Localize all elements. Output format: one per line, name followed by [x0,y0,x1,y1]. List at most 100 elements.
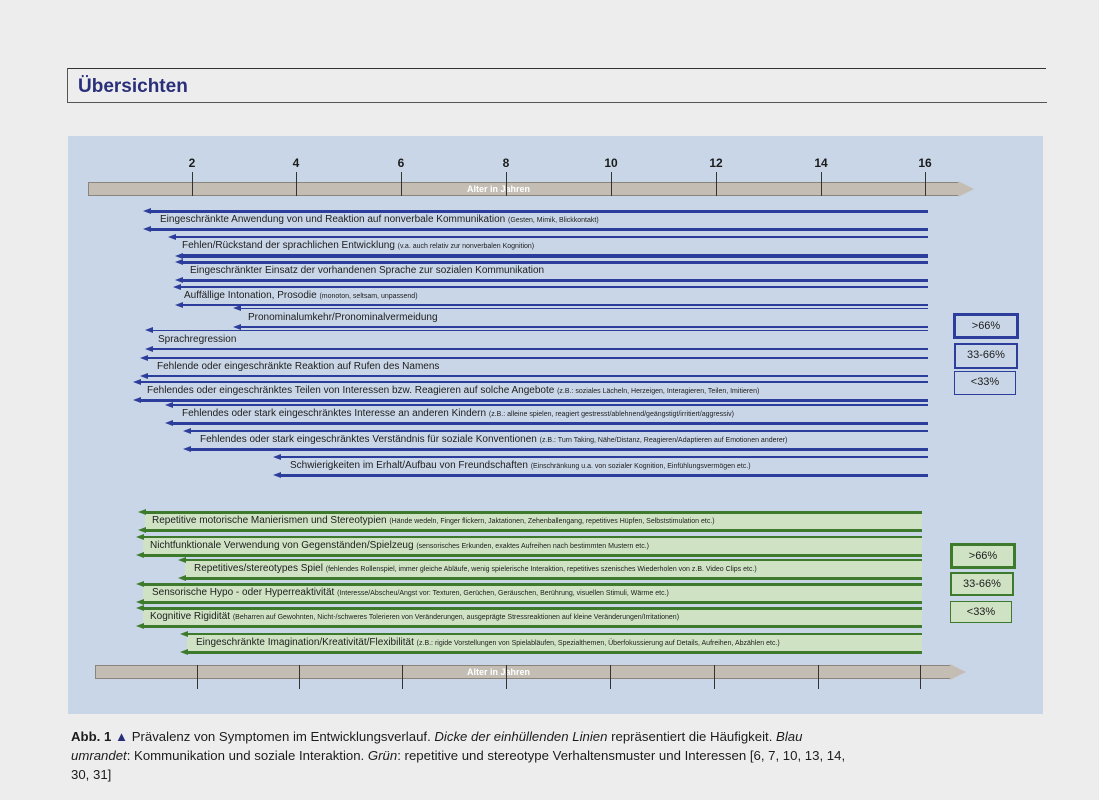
prevalence-line [145,511,922,514]
prevalence-arrowhead [136,581,144,587]
symptom-label: Schwierigkeiten im Erhalt/Aufbau von Fre… [290,460,751,473]
tick-mark [714,665,715,689]
tick-mark [506,665,507,689]
symptom-name: Fehlendes oder stark eingeschränktes Ver… [200,434,537,445]
prevalence-arrowhead [273,453,281,460]
symptom-note: (monoton, seltsam, unpassend) [319,293,418,300]
tick-mark [821,172,822,196]
symptom-note: (Interesse/Abscheu/Angst vor: Texturen, … [337,590,669,597]
prevalence-arrowhead [165,401,173,408]
tick-label: 16 [918,156,932,170]
legend-green-mid: 33-66% [950,572,1014,596]
prevalence-arrowhead [140,372,148,379]
tick-label: 6 [397,156,405,170]
prevalence-arrowhead [233,323,241,330]
prevalence-line [185,577,922,580]
symptom-note: (Beharren auf Gewohnten, Nicht-/schweres… [232,614,680,621]
prevalence-line [182,261,928,264]
figure-caption: Abb. 1 ▲ Prävalenz von Symptomen im Entw… [71,727,861,784]
symptom-note: (z.B.: rigide Vorstellungen von Spielabl… [416,640,780,647]
green-row-fill [145,512,922,530]
symptom-name: Sensorische Hypo - oder Hyperreaktivität [152,587,335,598]
prevalence-arrowhead [175,259,183,265]
symptom-note: (fehlendes Rollenspiel, immer gleiche Ab… [325,566,757,573]
tick-mark [610,665,611,689]
symptom-note: (v.a. auch relativ zur nonverbalen Kogni… [397,243,535,250]
tick-mark [299,665,300,689]
prevalence-arrowhead [178,556,186,563]
prevalence-arrowhead [175,301,183,308]
prevalence-line [143,583,922,586]
symptom-label: Kognitive Rigidität (Beharren auf Gewohn… [150,611,679,624]
symptom-note: (sensorisches Erkunden, exaktes Aufreihe… [416,543,649,550]
tick-mark [402,665,403,689]
symptom-label: Auffällige Intonation, Prosodie (monoton… [184,290,418,303]
prevalence-line [143,536,922,538]
prevalence-line [175,236,928,238]
symptom-name: Pronominalumkehr/Pronominalvermeidung [248,312,438,323]
symptom-label: Repetitive motorische Manierismen und St… [152,515,715,528]
symptom-name: Fehlende oder eingeschränkte Reaktion au… [157,361,440,372]
prevalence-arrowhead [136,552,144,558]
symptom-name: Nichtfunktionale Verwendung von Gegenstä… [150,540,414,551]
prevalence-line [152,348,928,350]
prevalence-arrowhead [138,527,146,533]
tick-mark [920,665,921,689]
prevalence-arrowhead [140,354,148,361]
symptom-label: Eingeschränkte Imagination/Kreativität/F… [196,637,780,650]
green-row-fill [143,608,922,626]
prevalence-arrowhead [168,233,176,240]
legend-green-low: <33% [950,601,1012,623]
prevalence-line [185,559,922,561]
prevalence-line [150,210,928,213]
prevalence-arrowhead [180,649,188,655]
caption-italic-1: Dicke der einhüllenden Linien [434,729,608,744]
symptom-name: Auffällige Intonation, Prosodie [184,290,317,301]
prevalence-arrowhead [175,277,183,283]
tick-label: 2 [188,156,196,170]
tick-mark [506,172,507,196]
tick-mark [192,172,193,196]
prevalence-line [172,422,928,425]
prevalence-line [280,456,928,458]
symptom-name: Eingeschränkte Anwendung von und Reaktio… [160,214,506,225]
legend-blue-high: >66% [953,313,1019,339]
caption-italic-3: Grün [367,748,398,763]
symptom-name: Repetitive motorische Manierismen und St… [152,515,387,526]
top-axis-arrowhead [958,181,974,197]
prevalence-arrowhead [133,378,141,385]
caption-text-4: : repetitive und stereotype Verhaltensmu… [71,748,846,782]
section-title: Übersichten [78,76,188,97]
legend-green-high: >66% [950,543,1016,569]
symptom-name: Fehlendes oder stark eingeschränktes Int… [182,408,487,419]
legend-blue-mid: 33-66% [954,343,1018,369]
symptom-name: Eingeschränkter Einsatz der vorhandenen … [190,265,545,276]
prevalence-arrowhead [136,605,144,611]
prevalence-arrowhead [178,575,186,581]
tick-label: 10 [604,156,618,170]
prevalence-arrowhead [183,427,191,434]
prevalence-line [240,326,928,328]
symptom-note: (Gesten, Mimik, Blickkontakt) [508,217,599,224]
prevalence-arrowhead [143,226,151,232]
prevalence-line [182,304,928,306]
prevalence-arrowhead [180,630,188,637]
symptom-label: Fehlendes oder stark eingeschränktes Int… [182,408,734,421]
prevalence-line [143,625,922,628]
symptom-label: Eingeschränkte Anwendung von und Reaktio… [160,214,599,227]
caption-label: Abb. 1 [71,729,112,744]
header-frame [67,68,1047,103]
prevalence-line [143,601,922,604]
tick-label: 14 [814,156,828,170]
green-row-fill [143,584,922,602]
prevalence-line [172,404,928,406]
symptom-label: Repetitives/stereotypes Spiel (fehlendes… [194,563,757,576]
tick-mark [818,665,819,689]
tick-mark [197,665,198,689]
prevalence-arrowhead [233,305,241,311]
prevalence-line [143,554,922,557]
prevalence-line [180,286,928,288]
tick-label: 8 [502,156,510,170]
prevalence-arrowhead [143,208,151,214]
prevalence-arrowhead [175,252,183,259]
